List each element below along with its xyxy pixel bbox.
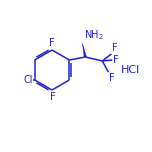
Polygon shape — [82, 43, 86, 57]
Text: F: F — [109, 73, 115, 83]
Text: F: F — [112, 43, 118, 53]
Text: F: F — [49, 38, 55, 48]
Text: NH$_2$: NH$_2$ — [84, 28, 104, 42]
Text: Cl: Cl — [23, 75, 33, 85]
Text: F: F — [113, 55, 119, 65]
Text: HCl: HCl — [120, 65, 140, 75]
Text: F: F — [50, 92, 56, 102]
